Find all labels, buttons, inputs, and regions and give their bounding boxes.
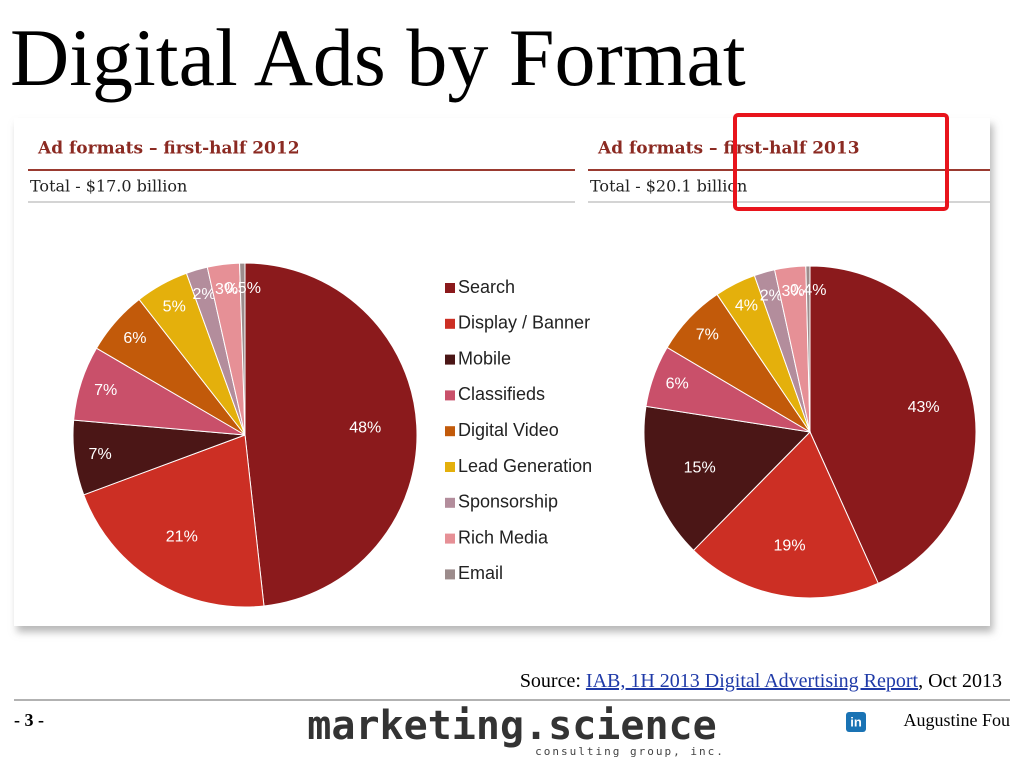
data-label: 3% (782, 283, 805, 300)
linkedin-icon-text: in (850, 714, 862, 729)
data-label: 0.4% (790, 282, 826, 299)
data-label: 5% (163, 298, 186, 315)
legend-swatch (445, 533, 455, 544)
data-label: 21% (166, 529, 198, 546)
legend-label: Email (458, 563, 503, 583)
linkedin-icon (846, 712, 866, 732)
chart-subtitle: Total - $17.0 billion (30, 177, 187, 196)
legend-label: Mobile (458, 348, 511, 368)
pie-slice (239, 262, 246, 436)
data-label: 48% (349, 420, 381, 437)
logo-tagline: consulting group, inc. (535, 745, 725, 758)
legend-swatch (445, 426, 455, 437)
page-number: - 3 - (14, 710, 44, 730)
legend-label: Search (458, 277, 515, 297)
legend-swatch (445, 318, 455, 329)
legend-swatch (445, 354, 455, 365)
logo: marketing.science (307, 703, 716, 749)
pie-slice (244, 262, 418, 607)
data-label: 2% (760, 288, 783, 305)
data-label: 43% (908, 399, 940, 416)
pie-slice (643, 405, 812, 552)
pie-slice (809, 265, 977, 584)
legend-swatch (445, 283, 455, 293)
legend-label: Lead Generation (458, 456, 592, 476)
source-suffix: , Oct 2013 (918, 670, 1002, 692)
legend-swatch (445, 390, 455, 401)
data-label: 6% (123, 330, 146, 347)
chart-subtitle: Total - $20.1 billion (590, 177, 747, 196)
pie-slice (83, 434, 265, 608)
data-label: 7% (89, 446, 112, 463)
data-label: 4% (735, 297, 758, 314)
pie-slice (692, 431, 879, 599)
data-label: 0.5% (224, 280, 260, 297)
chart-title: Ad formats – first-half 2013 (597, 139, 860, 159)
chart-title: Ad formats – first-half 2012 (37, 139, 300, 159)
author: Augustine Fou (903, 710, 1010, 730)
data-label: 15% (684, 460, 716, 477)
legend-label: Sponsorship (458, 492, 558, 512)
data-label: 7% (94, 382, 117, 399)
legend-swatch (445, 497, 455, 508)
data-label: 3% (215, 281, 238, 298)
data-label: 6% (666, 376, 689, 393)
data-label: 7% (696, 326, 719, 343)
legend-label: Digital Video (458, 420, 559, 440)
source-link[interactable]: IAB, 1H 2013 Digital Advertising Report (586, 670, 919, 692)
data-label: 19% (774, 538, 806, 555)
charts: Ad formats – first-half 2012 Total - $17.… (28, 139, 990, 608)
data-label: 2% (192, 286, 215, 303)
legend-swatch (445, 462, 455, 472)
source-prefix: Source: (520, 670, 581, 692)
highlight-box (733, 113, 949, 211)
legend-label: Classifieds (458, 384, 545, 404)
slide-title: Digital Ads by Format (10, 12, 746, 103)
legend-swatch (445, 569, 455, 580)
pie-slice (805, 265, 811, 433)
source-line: Source: IAB, 1H 2013 Digital Advertising… (520, 670, 1002, 692)
legend-label: Display / Banner (458, 313, 590, 333)
legend-label: Rich Media (458, 527, 549, 547)
